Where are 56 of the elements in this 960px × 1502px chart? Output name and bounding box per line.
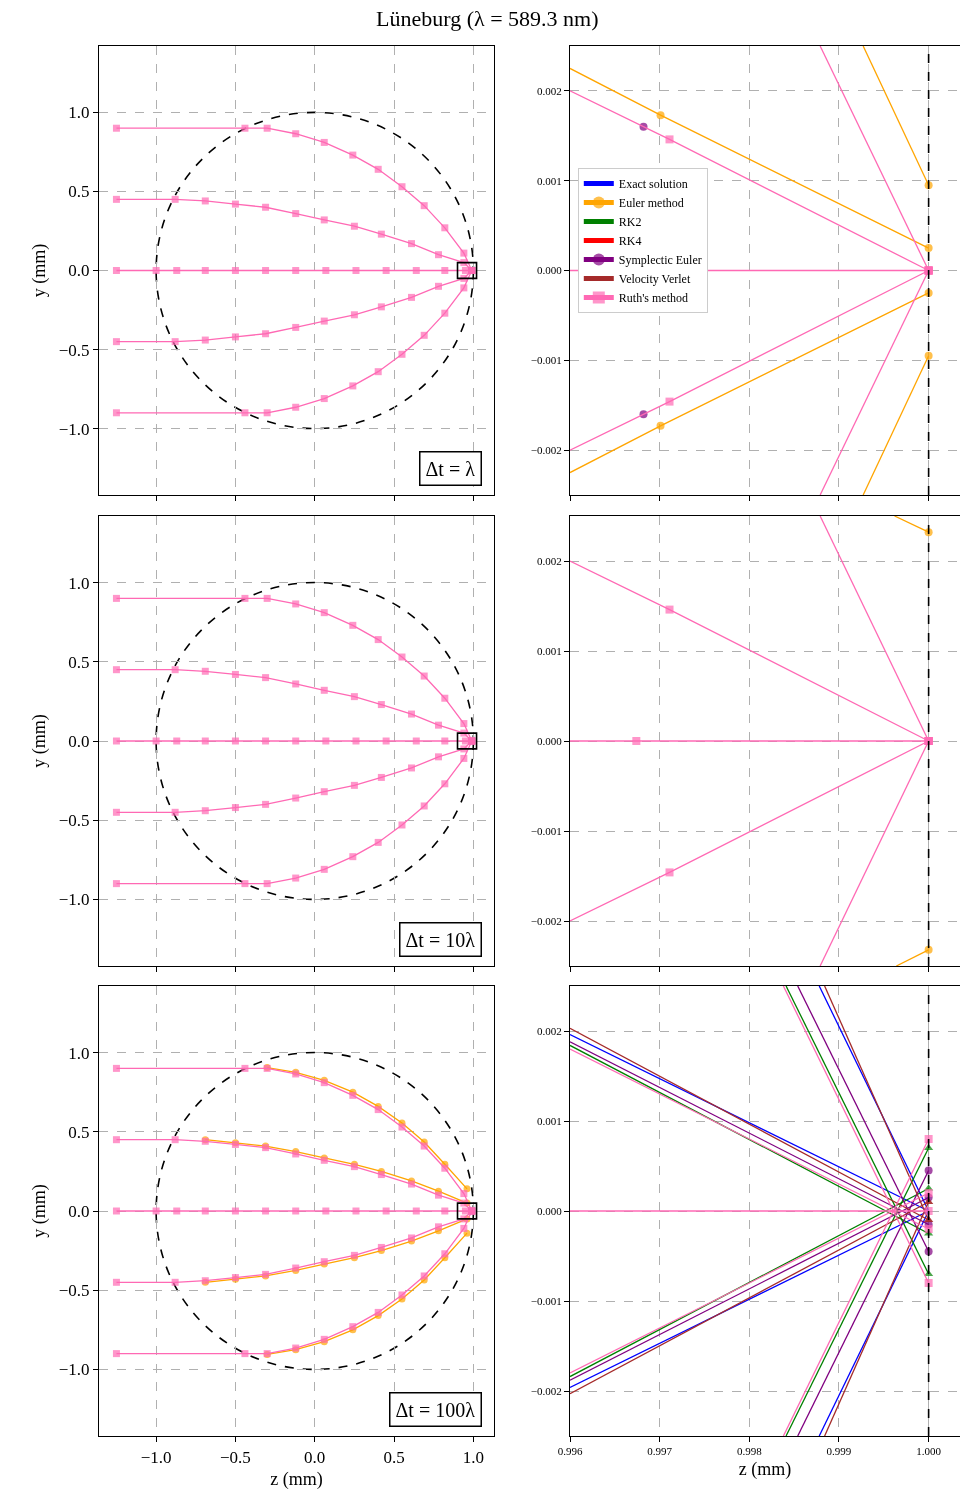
y-tick-label: −1.0 <box>58 1360 90 1380</box>
y-tick-label: −0.5 <box>58 340 90 360</box>
x-tick-label: 0.999 <box>826 1445 852 1458</box>
y-tick-label: 0.000 <box>536 264 563 277</box>
annotation: Δt = λ <box>425 457 476 480</box>
y-tick-label: 0.002 <box>536 554 562 567</box>
x-tick-label: 0.998 <box>736 1445 763 1458</box>
y-tick-label: 1.0 <box>68 573 90 593</box>
y-axis-title: y (mm) <box>28 714 50 768</box>
x-axis-title: z (mm) <box>270 1468 323 1490</box>
y-tick-label: −0.002 <box>530 1384 562 1397</box>
y-tick-label: 0.0 <box>68 731 90 751</box>
y-tick-label: −1.0 <box>58 419 90 439</box>
y-tick-label: −0.002 <box>530 443 562 456</box>
legend-label: Ruth's method <box>618 291 688 306</box>
x-axis-title: z (mm) <box>738 1459 792 1481</box>
chart-title: Lüneburg (λ = 589.3 nm) <box>376 6 599 31</box>
legend-label: Euler method <box>618 196 684 211</box>
y-tick-label: 1.0 <box>68 103 90 123</box>
y-tick-label: −0.001 <box>530 824 562 837</box>
x-tick-label: 0.997 <box>647 1445 673 1458</box>
y-tick-label: −0.5 <box>58 1281 90 1301</box>
y-tick-label: −0.002 <box>530 914 562 927</box>
annotation: Δt = 10λ <box>405 928 476 951</box>
y-tick-label: 0.002 <box>536 1024 562 1037</box>
x-tick-label: −1.0 <box>140 1447 172 1467</box>
y-tick-label: 0.0 <box>68 1201 90 1221</box>
y-tick-label: 0.5 <box>68 652 90 672</box>
x-tick-label: −0.5 <box>220 1447 251 1467</box>
legend-label: Exact solution <box>618 177 688 192</box>
y-tick-label: −0.5 <box>58 811 90 831</box>
y-tick-label: 0.001 <box>536 644 562 657</box>
y-axis-title: y (mm) <box>28 243 50 298</box>
x-tick-label: 1.0 <box>462 1447 485 1467</box>
y-tick-label: 0.000 <box>536 1204 563 1217</box>
x-tick-label: 0.5 <box>383 1447 405 1467</box>
y-axis-title: y (mm) <box>28 1184 50 1238</box>
annotation: Δt = 100λ <box>395 1398 476 1421</box>
legend-label: RK2 <box>618 215 642 230</box>
y-tick-label: 0.5 <box>68 182 90 202</box>
y-tick-label: −1.0 <box>58 890 90 910</box>
y-tick-label: 0.0 <box>68 261 90 281</box>
y-tick-label: 1.0 <box>68 1043 90 1063</box>
y-tick-label: 0.001 <box>536 174 562 187</box>
legend-label: Velocity Verlet <box>618 272 691 287</box>
y-tick-label: 0.001 <box>536 1114 562 1127</box>
x-tick-label: 0.0 <box>304 1447 326 1467</box>
y-tick-label: 0.5 <box>68 1122 90 1142</box>
y-tick-label: 0.002 <box>536 84 562 97</box>
y-tick-label: −0.001 <box>530 1294 562 1307</box>
x-tick-label: 1.000 <box>916 1445 942 1458</box>
legend-label: RK4 <box>618 234 642 249</box>
y-tick-label: 0.000 <box>536 734 563 747</box>
x-tick-label: 0.996 <box>557 1445 583 1458</box>
legend-label: Symplectic Euler <box>618 253 702 268</box>
y-tick-label: −0.001 <box>530 354 562 367</box>
